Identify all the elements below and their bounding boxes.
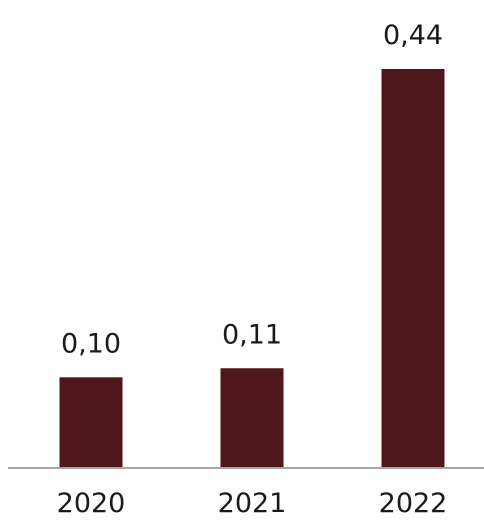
value-label-2021: 0,11 (222, 319, 282, 350)
x-tick-label-2022: 2022 (379, 488, 448, 519)
bars-group (59, 69, 445, 468)
value-label-2020: 0,10 (61, 328, 121, 359)
value-label-2022: 0,44 (383, 20, 443, 51)
x-tick-label-2020: 2020 (57, 488, 126, 519)
x-tick-labels-group: 2020 2021 2022 (57, 488, 448, 519)
bar-2020 (59, 377, 123, 468)
bar-2021 (220, 368, 284, 468)
x-tick-label-2021: 2021 (218, 488, 287, 519)
bar-2022 (381, 69, 445, 468)
value-labels-group: 0,10 0,11 0,44 (61, 20, 443, 359)
